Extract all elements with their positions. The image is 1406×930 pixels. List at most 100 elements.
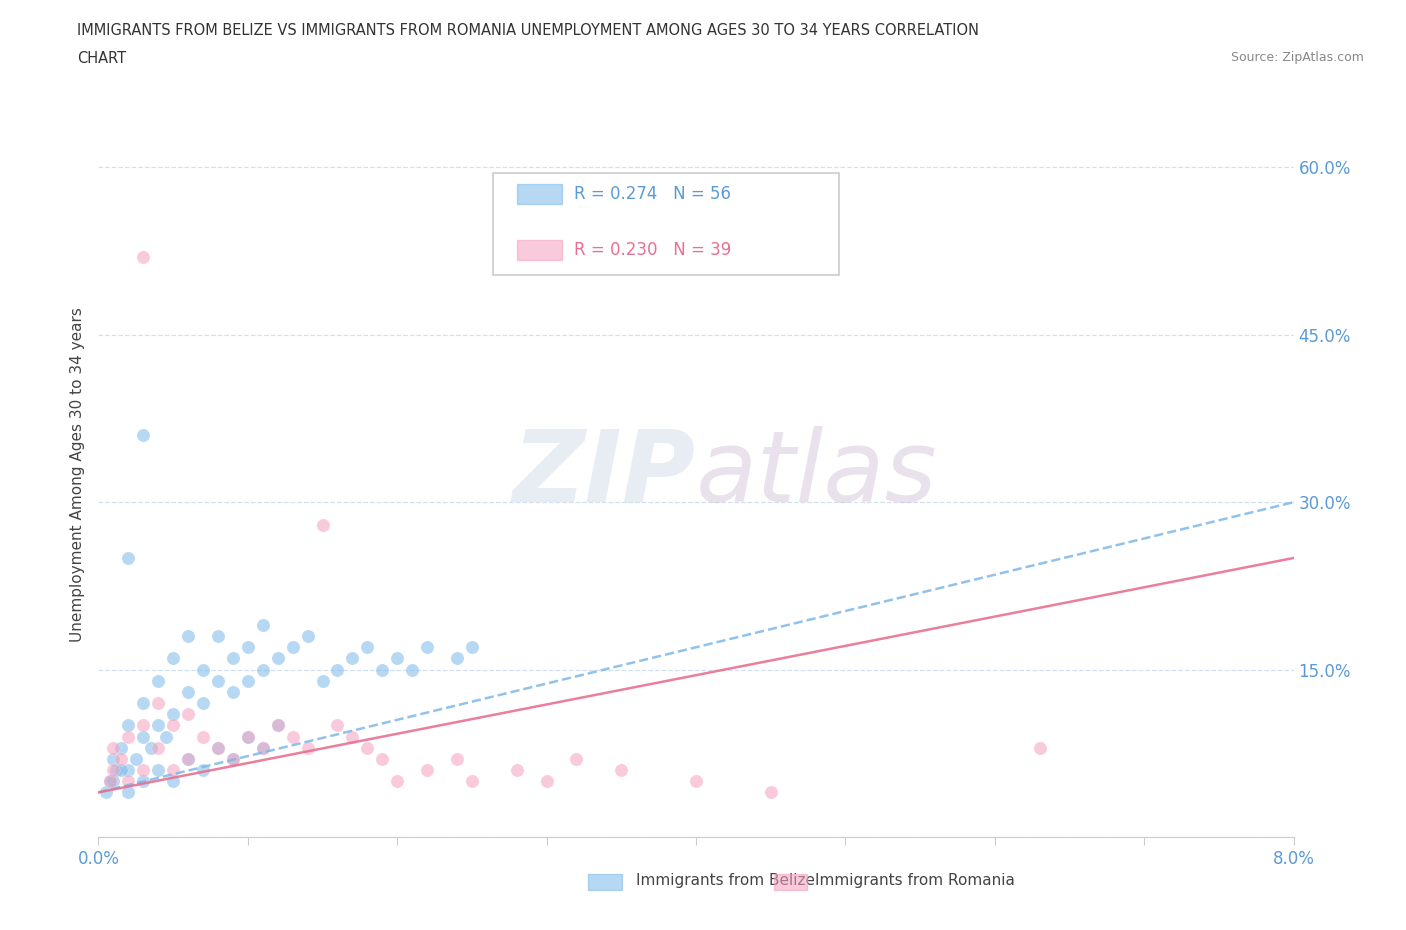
Text: ZIP: ZIP [513, 426, 696, 523]
Point [565, 751, 588, 766]
Point [222, 751, 245, 766]
Point [117, 774, 139, 789]
Point [148, 718, 170, 733]
Point [267, 718, 290, 733]
Text: R = 0.230   N = 39: R = 0.230 N = 39 [574, 241, 731, 259]
FancyBboxPatch shape [517, 184, 562, 205]
Point [191, 696, 214, 711]
Point [356, 740, 378, 755]
FancyBboxPatch shape [773, 874, 807, 890]
Point [461, 640, 484, 655]
Text: CHART: CHART [77, 51, 127, 66]
Point [252, 618, 274, 632]
Point [267, 651, 290, 666]
Point [117, 718, 139, 733]
Point [236, 673, 259, 688]
Point [132, 428, 155, 443]
Point [148, 763, 170, 777]
Point [446, 751, 468, 766]
Point [110, 763, 132, 777]
Point [506, 763, 529, 777]
Point [446, 651, 468, 666]
Point [191, 763, 214, 777]
Point [311, 673, 333, 688]
Point [356, 640, 378, 655]
Point [236, 729, 259, 744]
Point [759, 785, 782, 800]
Point [685, 774, 707, 789]
Point [132, 774, 155, 789]
Point [252, 740, 274, 755]
Point [105, 763, 128, 777]
Text: Immigrants from Belize: Immigrants from Belize [637, 873, 815, 888]
Point [132, 729, 155, 744]
Text: Source: ZipAtlas.com: Source: ZipAtlas.com [1230, 51, 1364, 64]
Point [98, 774, 122, 789]
Point [207, 740, 229, 755]
Point [148, 696, 170, 711]
FancyBboxPatch shape [494, 173, 839, 275]
Point [207, 740, 229, 755]
Point [117, 785, 139, 800]
Point [207, 629, 229, 644]
Point [1028, 740, 1050, 755]
Point [132, 696, 155, 711]
Text: R = 0.274   N = 56: R = 0.274 N = 56 [574, 185, 731, 204]
Point [103, 740, 125, 755]
Point [610, 763, 633, 777]
Point [297, 740, 319, 755]
Point [281, 640, 304, 655]
Point [326, 718, 349, 733]
Point [132, 763, 155, 777]
Point [177, 751, 200, 766]
Point [207, 673, 229, 688]
Point [98, 774, 122, 789]
Text: atlas: atlas [696, 426, 938, 523]
Point [162, 763, 184, 777]
Point [110, 751, 132, 766]
Text: Immigrants from Romania: Immigrants from Romania [815, 873, 1015, 888]
Point [117, 551, 139, 565]
Point [177, 629, 200, 644]
Point [536, 774, 558, 789]
Point [139, 740, 162, 755]
Y-axis label: Unemployment Among Ages 30 to 34 years: Unemployment Among Ages 30 to 34 years [69, 307, 84, 642]
Point [342, 729, 364, 744]
Point [110, 740, 132, 755]
Point [252, 662, 274, 677]
Point [148, 673, 170, 688]
Text: IMMIGRANTS FROM BELIZE VS IMMIGRANTS FROM ROMANIA UNEMPLOYMENT AMONG AGES 30 TO : IMMIGRANTS FROM BELIZE VS IMMIGRANTS FRO… [77, 23, 980, 38]
Point [222, 684, 245, 699]
Point [191, 729, 214, 744]
Point [371, 751, 394, 766]
Point [236, 640, 259, 655]
Point [297, 629, 319, 644]
Point [222, 751, 245, 766]
Point [252, 740, 274, 755]
Point [162, 718, 184, 733]
Point [385, 651, 409, 666]
Point [177, 684, 200, 699]
Point [281, 729, 304, 744]
Point [416, 640, 439, 655]
Point [267, 718, 290, 733]
Point [416, 763, 439, 777]
Point [371, 662, 394, 677]
Point [103, 763, 125, 777]
Point [326, 662, 349, 677]
Point [177, 707, 200, 722]
Point [191, 662, 214, 677]
Point [94, 785, 117, 800]
FancyBboxPatch shape [589, 874, 621, 890]
Point [155, 729, 177, 744]
Point [103, 774, 125, 789]
Point [162, 774, 184, 789]
Point [162, 707, 184, 722]
Point [177, 751, 200, 766]
Point [117, 729, 139, 744]
Point [132, 718, 155, 733]
Point [125, 751, 148, 766]
Point [132, 249, 155, 264]
Point [148, 740, 170, 755]
Point [236, 729, 259, 744]
